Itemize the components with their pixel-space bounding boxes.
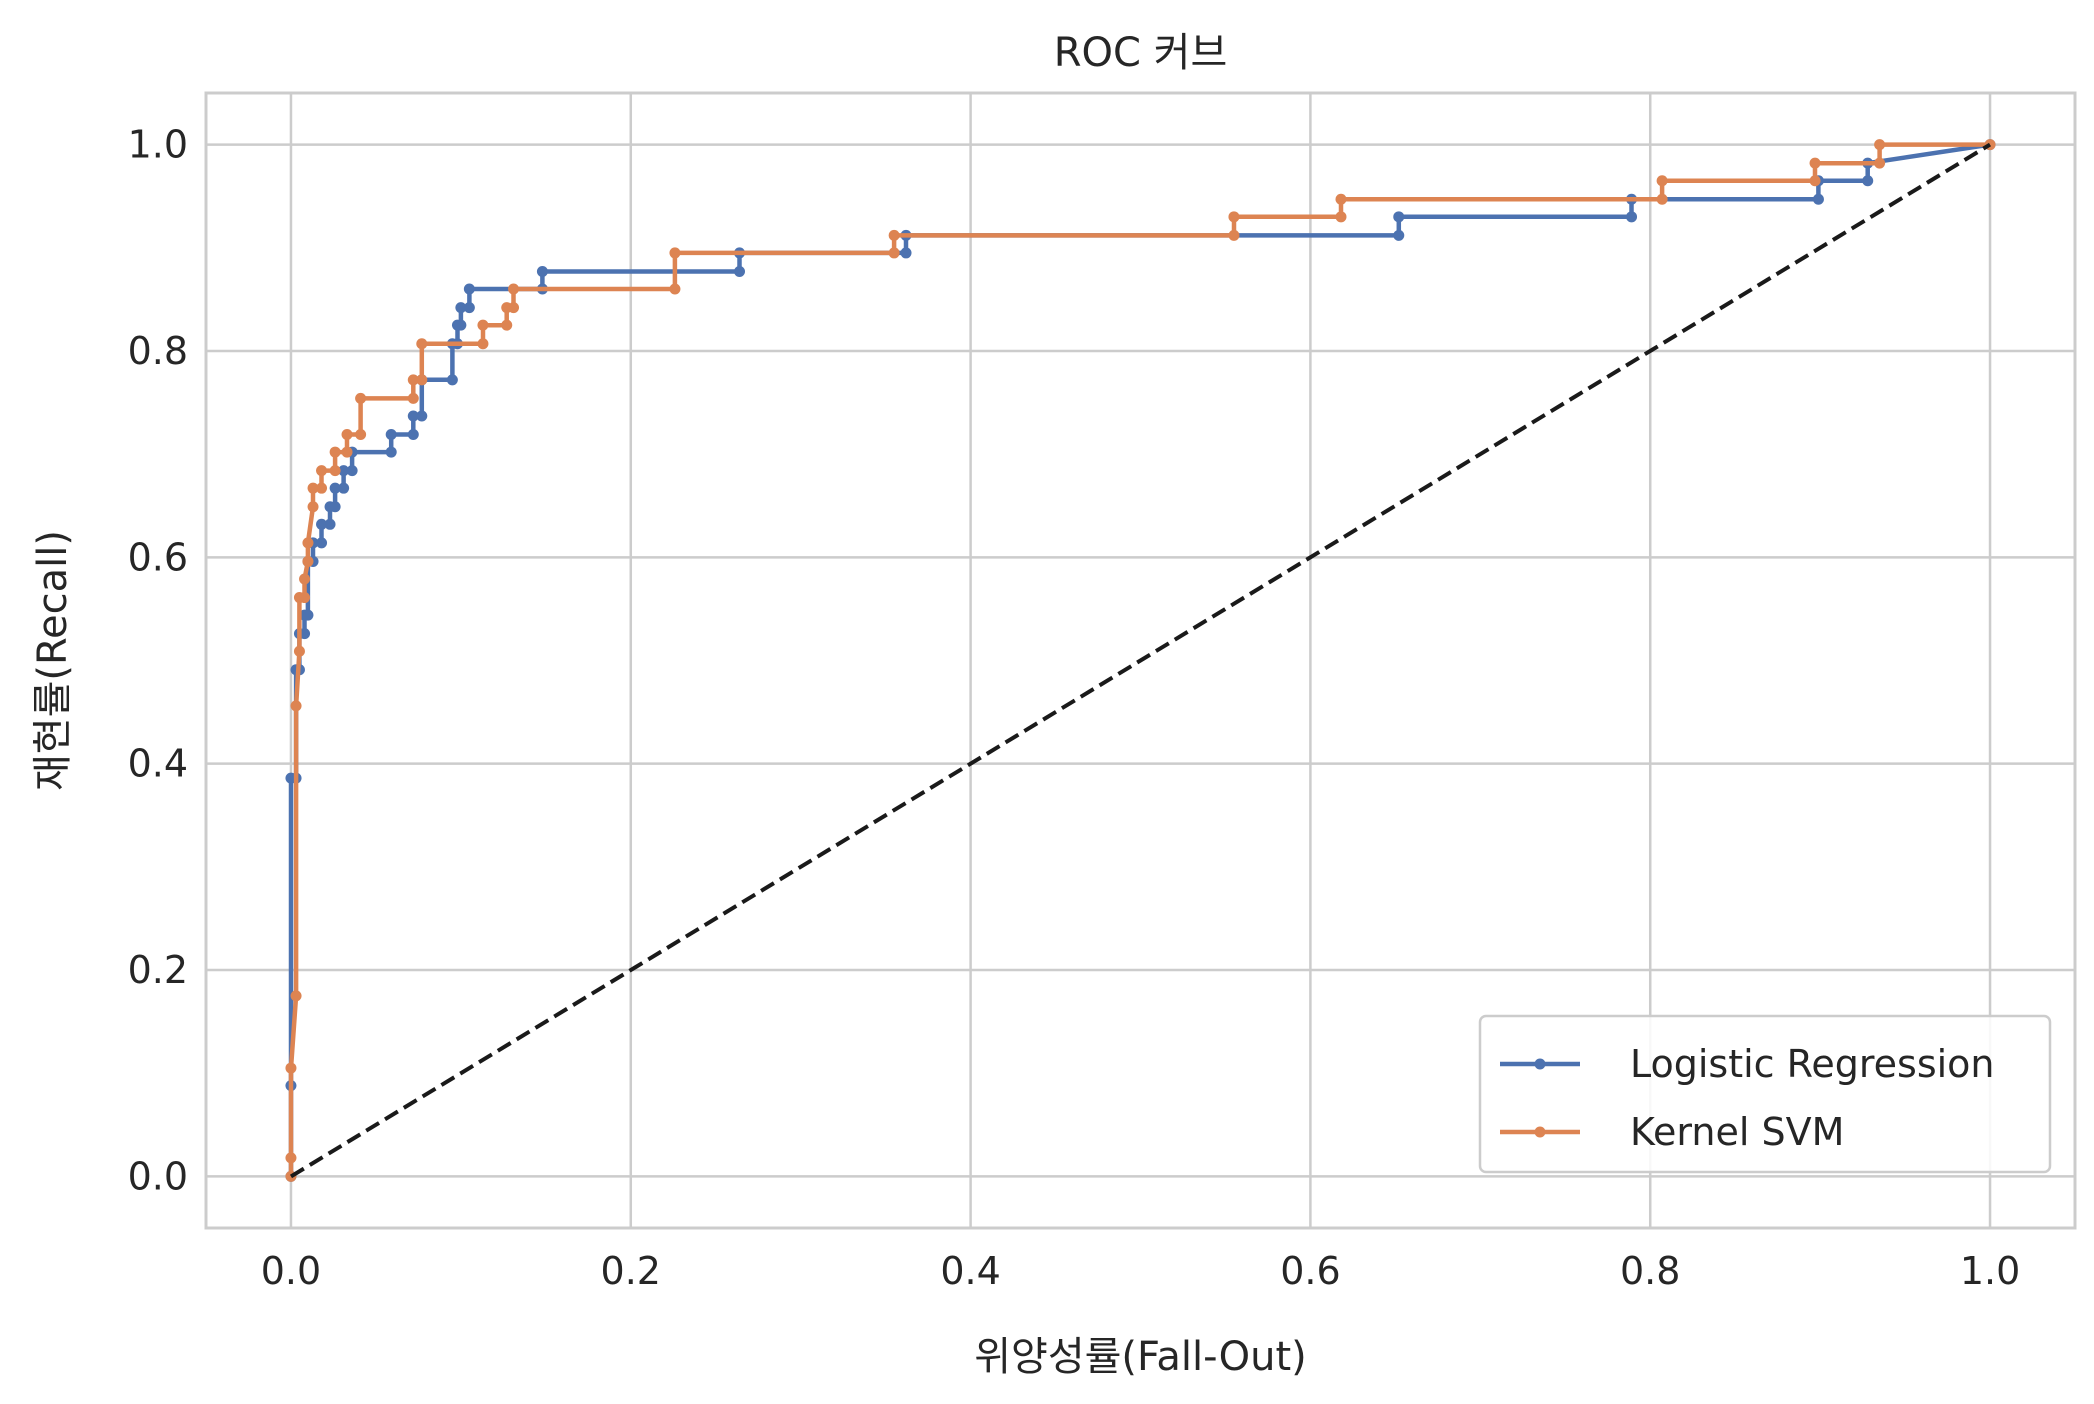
x-tick-label: 0.8 (1620, 1249, 1680, 1293)
x-axis-label: 위양성률(Fall-Out) (974, 1334, 1307, 1380)
series-1-point (1656, 193, 1668, 205)
series-0-point (463, 283, 475, 295)
series-1-point (329, 465, 341, 477)
x-tick-label: 0.4 (940, 1249, 1000, 1293)
y-tick-label: 0.4 (128, 742, 188, 786)
series-0-point (463, 302, 475, 314)
y-tick-label: 0.2 (128, 948, 188, 992)
diagonal-reference-line (289, 142, 1992, 1179)
series-0-point (734, 266, 746, 278)
y-tick-label: 0.8 (128, 329, 188, 373)
series-1-point (299, 573, 311, 585)
legend-label-0: Logistic Regression (1630, 1042, 1995, 1086)
series-0-point (299, 628, 311, 640)
series-1-point (316, 465, 328, 477)
series-0-point (1812, 193, 1824, 205)
series-0-point (302, 609, 314, 621)
x-tick-label: 0.0 (261, 1249, 321, 1293)
series-1-point (1656, 175, 1668, 187)
series-0-point (329, 482, 341, 494)
series-0-point (338, 465, 350, 477)
series-0-point (385, 446, 397, 458)
series-0-point (316, 518, 328, 530)
series-0-point (385, 429, 397, 441)
series-1-point (416, 338, 428, 350)
series-1-point (477, 319, 489, 331)
series-1-point (1228, 211, 1240, 223)
series-1-point (290, 990, 302, 1002)
series-1-point (1228, 229, 1240, 241)
series-0-point (455, 302, 467, 314)
series-1-point (307, 482, 319, 494)
series-1-point (1335, 193, 1347, 205)
series-1-point (341, 429, 353, 441)
series-1-point (508, 302, 520, 314)
series-1-point (285, 1152, 297, 1164)
series-0-point (1393, 211, 1405, 223)
series-0-point (1862, 175, 1874, 187)
chart-title: ROC 커브 (1054, 30, 1228, 76)
series-1-point (1335, 211, 1347, 223)
series-1-point (307, 501, 319, 513)
series-1-point (669, 283, 681, 295)
series-0-point (536, 266, 548, 278)
series-0-point (446, 374, 458, 386)
series-1-point (407, 392, 419, 404)
series-1-point (285, 1062, 297, 1074)
series-0-point (1393, 229, 1405, 241)
series-1-point (302, 537, 314, 549)
series-1-point (1874, 139, 1886, 151)
series-1-point (1809, 175, 1821, 187)
series-1-point (477, 338, 489, 350)
series-0-point (324, 518, 336, 530)
legend-label-1: Kernel SVM (1630, 1110, 1844, 1154)
series-1-point (1809, 157, 1821, 169)
series-1-point (290, 700, 302, 712)
y-tick-label: 1.0 (128, 123, 188, 167)
plot-frame (204, 91, 2077, 1230)
series-0-point (455, 319, 467, 331)
series-1-point (355, 429, 367, 441)
series-0-point (407, 410, 419, 422)
series-1-point (888, 247, 900, 259)
legend-box (1478, 1014, 2052, 1174)
series-1-point (888, 229, 900, 241)
series-0-point (407, 429, 419, 441)
series-0-point (1626, 211, 1638, 223)
series-1-point (501, 319, 513, 331)
series-1-point (669, 247, 681, 259)
series-1-point (508, 283, 520, 295)
series-1-point (293, 645, 305, 657)
tick-labels: 0.0 0.2 0.4 0.6 0.8 1.0 0.0 0.2 0.4 0.6 0.8 1.0 (128, 123, 2021, 1293)
series-0-point (316, 537, 328, 549)
series-0-point (900, 247, 912, 259)
y-tick-label: 0.6 (128, 535, 188, 579)
series-1-point (355, 392, 367, 404)
x-tick-label: 0.2 (601, 1249, 661, 1293)
series-1-point (1874, 157, 1886, 169)
series-0-point (338, 482, 350, 494)
y-axis-label: 재현률(Recall) (30, 530, 76, 791)
legend-marker-0 (1534, 1058, 1546, 1070)
legend-marker-1 (1534, 1126, 1546, 1138)
series-1-point (329, 446, 341, 458)
y-tick-label: 0.0 (128, 1154, 188, 1198)
series-1-point (302, 555, 314, 567)
series-1-point (341, 446, 353, 458)
x-tick-label: 0.6 (1280, 1249, 1340, 1293)
series-0-point (416, 410, 428, 422)
series-0-point (329, 501, 341, 513)
series-1-point (299, 592, 311, 604)
series-1-point (316, 482, 328, 494)
grid (206, 93, 2075, 1228)
series-1-point (416, 374, 428, 386)
series-0-point (346, 465, 358, 477)
series-layer (285, 139, 1996, 1182)
x-tick-label: 1.0 (1960, 1249, 2020, 1293)
legend: Logistic Regression Kernel SVM (1478, 1014, 2052, 1174)
series-1-point (407, 374, 419, 386)
